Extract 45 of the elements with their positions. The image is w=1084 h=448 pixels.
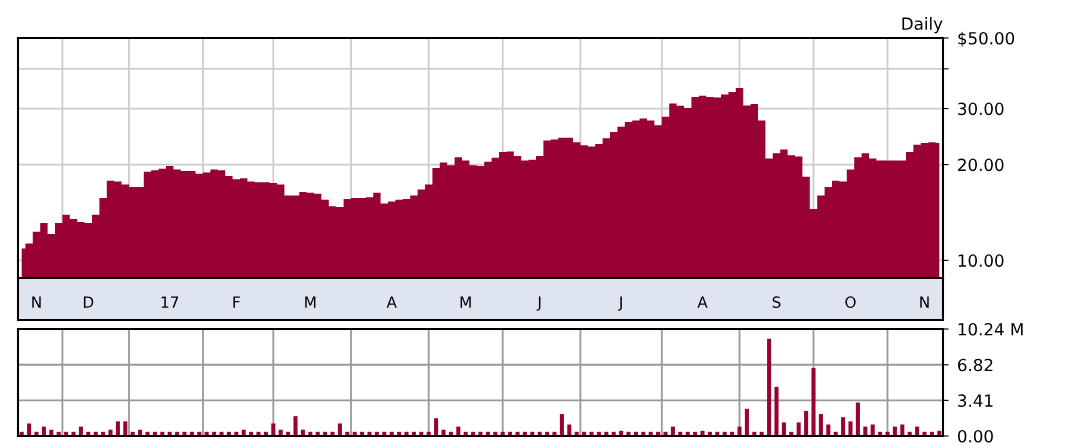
x-tick-label: O [845, 296, 856, 308]
bar [271, 423, 276, 436]
x-tick-label: 17 [161, 296, 179, 308]
y-tick-label: 3.41 [958, 394, 993, 407]
bar [434, 418, 439, 436]
y-tick-label: 0.00 [957, 429, 993, 443]
x-tick-label: N [32, 296, 41, 308]
bar [123, 421, 128, 436]
bar [811, 368, 816, 436]
bar [27, 423, 32, 436]
y-tick-label: $50.00 [958, 31, 1015, 47]
bar [804, 410, 809, 436]
x-tick-label: N [920, 296, 929, 308]
bar [855, 402, 860, 436]
x-tick-label: S [772, 296, 781, 308]
bar [293, 416, 298, 436]
bar [737, 426, 742, 436]
bar [848, 421, 853, 436]
bar [818, 414, 823, 436]
x-tick-label: J [618, 296, 622, 311]
bar [700, 430, 705, 436]
bar [781, 422, 786, 436]
bar [441, 429, 446, 436]
x-tick-label: D [83, 296, 94, 308]
y-tick-label: 10.00 [958, 254, 1004, 267]
y-tick-label: 10.24 M [958, 322, 1023, 336]
bar [767, 338, 772, 436]
y-tick-label: 20.00 [958, 158, 1004, 172]
x-tick-label: F [233, 296, 240, 308]
y-tick-label: 6.82 [958, 358, 993, 372]
text: Daily [902, 17, 943, 34]
bar [796, 422, 801, 436]
bar [744, 408, 749, 436]
bar [774, 386, 779, 436]
y-tick-label: 30.00 [958, 102, 1004, 116]
x-tick-label: A [697, 296, 708, 308]
x-tick-label: A [386, 296, 397, 308]
bar [115, 421, 120, 436]
x-tick-label: M [460, 296, 471, 308]
x-tick-label: M [305, 296, 316, 308]
bar [108, 429, 113, 436]
bar [841, 417, 846, 436]
bar [559, 414, 564, 436]
x-tick-label: J [536, 296, 541, 311]
bar [337, 423, 342, 436]
